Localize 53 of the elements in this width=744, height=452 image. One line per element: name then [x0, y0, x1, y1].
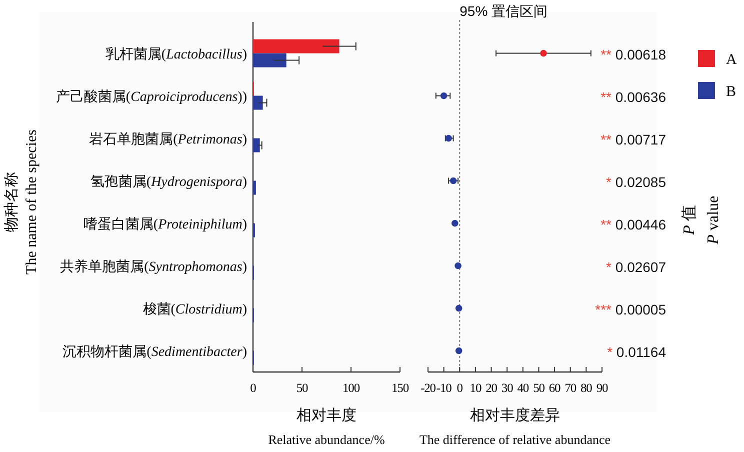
point: [454, 262, 462, 270]
y-tick-label: 氢孢菌属(Hydrogenispora): [90, 174, 248, 190]
text: * 0.02607: [606, 258, 666, 275]
annotation: ** 0.00717: [600, 131, 666, 148]
legend: A: [698, 50, 737, 68]
x-tick-label: 100: [342, 381, 360, 395]
text: * 0.01164: [607, 344, 666, 360]
point: [440, 92, 448, 100]
x-tick-label: -10: [436, 381, 452, 395]
point: [451, 220, 458, 227]
x-tick-label: 40: [517, 381, 529, 395]
x-tick-label: 0: [250, 381, 256, 395]
y-tick-label: 梭菌(Clostridium): [142, 301, 248, 318]
annotation: *** 0.00005: [595, 301, 666, 318]
x-tick-label: 10: [470, 381, 482, 395]
annotation: ** 0.00446: [600, 216, 666, 232]
legend-label: B: [726, 84, 736, 100]
point: [455, 347, 462, 354]
point: [540, 50, 547, 57]
text: * 0.02085: [606, 174, 666, 190]
y-tick-label: 嗜蛋白菌属(Proteiniphilum): [83, 216, 248, 232]
bar: [253, 53, 286, 68]
x-axis-title: 相对丰度 Relative abundance/%: [268, 407, 385, 447]
y-tick-label: 沉积物杆菌属(Sedimentibacter): [62, 344, 248, 360]
y-axis-title: 物种名称 The name of the species: [3, 129, 40, 274]
x-tick-label: 20: [486, 381, 498, 395]
bar: [253, 39, 340, 54]
annotation: ** 0.00636: [600, 88, 666, 105]
x-tick-label: 70: [564, 381, 576, 395]
bar: [253, 180, 256, 195]
y-tick-label: 岩石单胞菌属(Petrimonas): [89, 131, 248, 148]
x-tick-label: 0: [456, 381, 463, 395]
bar: [253, 138, 260, 152]
legend: B: [698, 82, 736, 100]
x-tick-label: 50: [296, 381, 308, 395]
x-tick-label: -20: [420, 381, 436, 395]
x-tick-label: 50: [533, 381, 545, 395]
y-tick-label: 产己酸菌属(Caproiciproducens)): [56, 88, 248, 105]
point: [455, 304, 462, 312]
x-tick-label: 60: [548, 381, 561, 395]
x-tick-label: 80: [580, 381, 592, 395]
bar: [253, 96, 263, 110]
y-tick-label: 乳杆菌属(Lactobacillus): [105, 46, 248, 62]
annotation: ** 0.00618: [600, 46, 666, 62]
x-axis-title: 相对丰度差异 The difference of relative abundance: [419, 407, 611, 447]
legend-label: A: [726, 52, 737, 68]
chart-title: 95% 置信区间: [460, 3, 548, 19]
x-tick-label: 150: [392, 381, 409, 395]
point: [450, 177, 457, 184]
y-tick-label: 共养单胞菌属(Syntrophomonas): [60, 258, 248, 275]
point: [445, 134, 452, 142]
x-tick-label: 90: [596, 381, 608, 395]
x-tick-label: 30: [501, 381, 514, 395]
